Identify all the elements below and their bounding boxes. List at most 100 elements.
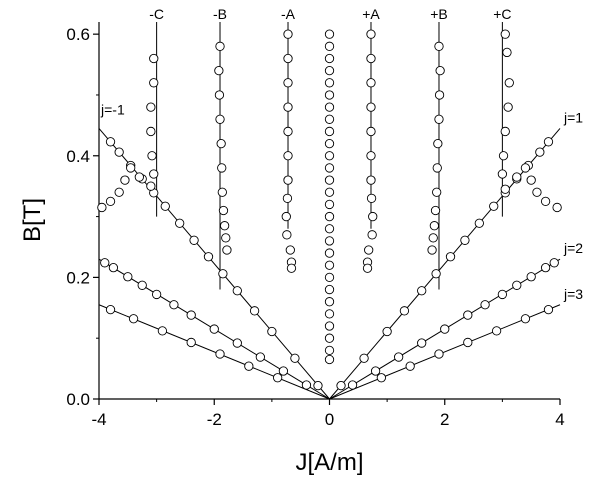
data-point (324, 175, 335, 185)
data-point (405, 361, 415, 371)
annotations: j=1 j=2 j=3 j=-1 -C -B -A +A +B +C (100, 6, 583, 302)
data-point (435, 65, 445, 76)
data-point (324, 321, 335, 331)
data-point (460, 235, 470, 245)
data-point (283, 102, 293, 112)
data-point (366, 102, 376, 112)
data-point (549, 258, 559, 268)
data-point (532, 187, 542, 197)
data-point (209, 324, 219, 334)
data-point (382, 326, 392, 337)
data-point (512, 172, 522, 182)
data-point (218, 269, 228, 279)
data-point (324, 236, 335, 246)
x-tick-label: -4 (91, 410, 106, 429)
data-point (474, 218, 484, 228)
data-point (290, 353, 300, 363)
data-point (324, 151, 335, 161)
data-point (336, 380, 346, 391)
data-point (217, 187, 227, 197)
data-point (283, 126, 293, 137)
data-point (366, 126, 376, 137)
data-point (324, 53, 335, 64)
data-point (324, 199, 335, 210)
data-point (120, 175, 130, 185)
data-point (364, 245, 374, 255)
data-point (434, 349, 444, 359)
data-point (504, 78, 514, 88)
data-point (463, 337, 473, 348)
data-point (278, 366, 289, 376)
data-point (283, 29, 293, 39)
data-point (324, 90, 335, 100)
data-point (366, 151, 376, 161)
data-point (489, 201, 499, 211)
data-point (497, 289, 508, 300)
data-point (215, 349, 225, 359)
data-point (324, 272, 335, 283)
data-point (366, 193, 377, 203)
data-point (393, 352, 404, 362)
data-point (105, 304, 116, 315)
data-point (324, 309, 335, 319)
data-point (105, 196, 116, 207)
y-tick-label: 0.4 (66, 147, 90, 166)
data-point (203, 252, 214, 262)
data-point (283, 151, 293, 161)
data-point (100, 258, 110, 268)
data-point (520, 163, 531, 173)
data-point (347, 380, 358, 390)
data-point (215, 41, 225, 51)
x-tick-label: 0 (325, 410, 334, 429)
data-point (502, 47, 512, 58)
data-point (123, 272, 133, 282)
data-point (114, 147, 124, 157)
data-point (368, 211, 378, 222)
data-point (147, 151, 157, 161)
data-point (221, 233, 231, 243)
data-point (433, 138, 443, 149)
data-point (512, 280, 522, 290)
data-point (157, 326, 168, 336)
data-point (324, 211, 335, 222)
data-point (214, 90, 225, 100)
data-point (214, 65, 224, 76)
data-point (543, 137, 554, 147)
data-point (108, 263, 119, 273)
data-point (366, 175, 376, 185)
data-point (500, 29, 510, 39)
data-point (244, 361, 254, 371)
data-point (222, 245, 232, 255)
data-point (151, 289, 162, 300)
data-point (432, 187, 442, 197)
data-point (417, 338, 427, 348)
data-point (232, 286, 242, 296)
data-point (169, 300, 179, 310)
data-point (428, 233, 438, 243)
data-point (272, 373, 283, 383)
data-point (434, 41, 444, 51)
data-point (417, 286, 427, 296)
data-point (249, 306, 260, 316)
data-point (552, 202, 562, 213)
data-point (526, 272, 536, 282)
data-point (175, 218, 185, 228)
data-point (324, 163, 335, 173)
data-point (283, 78, 293, 88)
fan-line-label: j=-1 (100, 101, 125, 117)
fan-line-label: j=3 (563, 286, 583, 302)
data-point (497, 169, 508, 179)
data-point (313, 380, 323, 391)
data-point (359, 353, 369, 363)
data-point (324, 224, 335, 234)
data-point (324, 297, 335, 307)
data-point (362, 263, 373, 273)
y-tick-label: 0.0 (66, 390, 90, 409)
data-point (427, 245, 437, 255)
data-point (146, 181, 156, 191)
data-point (160, 201, 170, 211)
data-point (324, 41, 335, 51)
x-tick-label: 4 (555, 410, 564, 429)
